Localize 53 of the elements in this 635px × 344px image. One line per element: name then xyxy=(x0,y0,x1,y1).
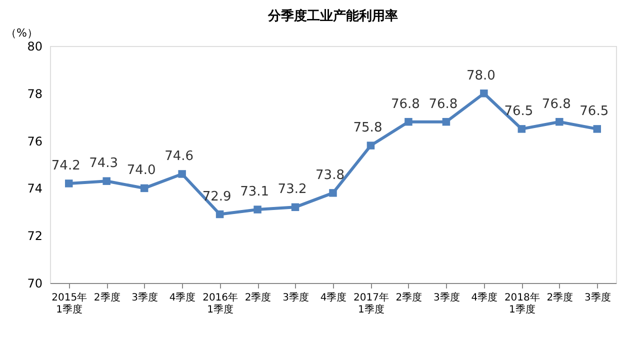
point xyxy=(480,90,488,98)
point xyxy=(178,170,186,178)
y-tick-label: 78 xyxy=(27,86,42,101)
data-label: 74.0 xyxy=(126,163,156,178)
data-label: 76.8 xyxy=(428,96,458,112)
point xyxy=(140,184,148,192)
point xyxy=(556,118,564,126)
point xyxy=(518,125,526,133)
chart-title: 分季度工业产能利用率 xyxy=(267,8,398,24)
x-tick-label: 4季度 xyxy=(169,292,196,304)
y-tick-label: 80 xyxy=(27,40,42,54)
x-tick-label: 4季度 xyxy=(320,292,347,304)
point xyxy=(366,142,375,150)
data-label: 73.8 xyxy=(316,168,344,183)
x-tick-label: 3季度 xyxy=(434,292,460,304)
data-label: 76.8 xyxy=(542,96,571,112)
data-label: 76.5 xyxy=(504,104,534,119)
data-label: 72.9 xyxy=(202,189,232,204)
point xyxy=(64,180,73,188)
point xyxy=(216,210,224,218)
point xyxy=(329,189,337,197)
point xyxy=(442,118,450,126)
data-label: 73.2 xyxy=(278,182,307,198)
data-label: 74.3 xyxy=(89,156,118,172)
x-tick-label: 2016年 1季度 xyxy=(202,292,238,316)
x-tick-label: 2018年 1季度 xyxy=(504,292,540,316)
data-label: 74.6 xyxy=(164,148,194,164)
point xyxy=(593,125,602,133)
x-tick-label: 3季度 xyxy=(132,292,158,304)
x-tick-label: 2017年 1季度 xyxy=(354,292,389,316)
y-tick-label: 72 xyxy=(27,229,42,244)
x-tick-label: 2季度 xyxy=(94,292,120,304)
y-axis-title: （%） xyxy=(6,26,38,40)
data-label: 73.1 xyxy=(240,184,270,200)
y-tick-label: 74 xyxy=(27,182,42,196)
x-tick-label: 2季度 xyxy=(244,292,272,304)
y-tick-label: 76 xyxy=(27,134,42,148)
data-label: 78.0 xyxy=(466,68,496,84)
data-label: 76.8 xyxy=(390,96,420,112)
point xyxy=(291,203,300,212)
x-tick-label: 4季度 xyxy=(471,292,498,304)
y-tick-label: 70 xyxy=(27,276,42,290)
point xyxy=(102,177,110,185)
data-label: 74.2 xyxy=(51,158,80,174)
data-label: 75.8 xyxy=(353,120,382,136)
x-tick-label: 2015年 1季度 xyxy=(52,292,88,316)
x-tick-label: 2季度 xyxy=(546,292,574,304)
x-tick-label: 3季度 xyxy=(282,292,309,304)
x-tick-label: 3季度 xyxy=(584,292,611,304)
x-tick-label: 2季度 xyxy=(396,292,422,304)
point xyxy=(254,206,262,214)
point xyxy=(404,118,412,126)
data-label: 76.5 xyxy=(580,104,609,119)
